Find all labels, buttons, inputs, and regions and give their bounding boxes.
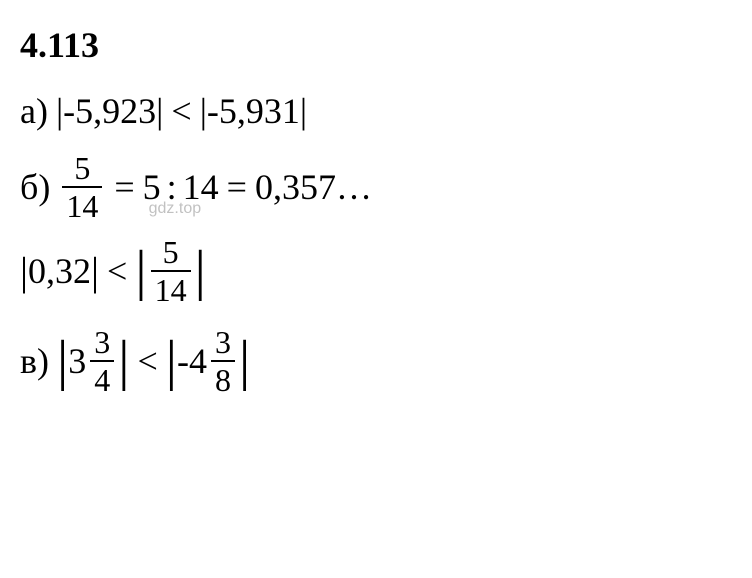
frac-num-2: 5 xyxy=(159,236,183,270)
label-b: б) xyxy=(20,166,50,208)
lhs-val: 0,32 xyxy=(28,250,91,292)
eq1: = xyxy=(114,166,134,208)
rhs-a: |-5,931| xyxy=(200,90,307,132)
exercise-number: 4.113 xyxy=(20,24,732,66)
abs-close-2: | xyxy=(195,249,206,294)
abs-open-1: | xyxy=(20,248,28,295)
frac-den-c2: 8 xyxy=(211,360,235,396)
frac-num: 5 xyxy=(70,152,94,186)
watermark: gdz.top xyxy=(149,200,201,218)
frac-num-c2: 3 xyxy=(211,326,235,360)
line-b2: | 0,32 | < | 5 14 | xyxy=(20,236,732,306)
abs-close-c2: | xyxy=(239,339,250,384)
abs-close-c1: | xyxy=(118,339,129,384)
fraction-c1: 3 4 xyxy=(90,326,114,396)
abs-open-c1: | xyxy=(57,339,68,384)
abs-open-c2: | xyxy=(166,339,177,384)
frac-num-c1: 3 xyxy=(90,326,114,360)
whole-c2: -4 xyxy=(177,340,207,382)
abs-open-2: | xyxy=(135,249,146,294)
line-c: в) | 3 3 4 | < | -4 3 8 | xyxy=(20,326,732,396)
op-c: < xyxy=(137,340,157,382)
fraction-b1: 5 14 xyxy=(62,152,102,222)
line-b: б) 5 14 = 5 : gdz.top 14 = 0,357… xyxy=(20,152,732,222)
label-a: а) xyxy=(20,90,48,132)
whole-c1: 3 xyxy=(68,340,86,382)
fraction-c2: 3 8 xyxy=(211,326,235,396)
fraction-b2: 5 14 xyxy=(151,236,191,306)
mixed-c2: -4 3 8 xyxy=(177,326,239,396)
eq2: = xyxy=(227,166,247,208)
frac-den: 14 xyxy=(62,186,102,222)
abs-close-1: | xyxy=(91,248,99,295)
label-c: в) xyxy=(20,340,49,382)
op-b2: < xyxy=(107,250,127,292)
mixed-c1: 3 3 4 xyxy=(68,326,118,396)
lhs-a: |-5,923| xyxy=(56,90,163,132)
result: 0,357… xyxy=(255,166,372,208)
line-a: а) |-5,923| < |-5,931| xyxy=(20,90,732,132)
frac-den-c1: 4 xyxy=(90,360,114,396)
frac-den-2: 14 xyxy=(151,270,191,306)
op-a: < xyxy=(171,90,191,132)
